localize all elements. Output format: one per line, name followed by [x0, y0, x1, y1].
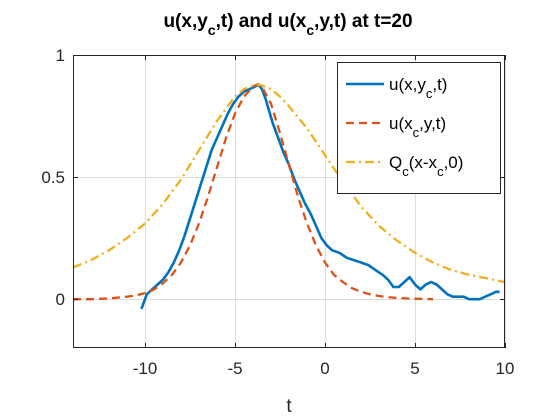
y-tick-label: 0	[56, 290, 65, 309]
legend-label-3: Qc(x-xc,0)	[389, 153, 463, 179]
x-axis-label: t	[286, 396, 292, 417]
x-tick-label: -5	[227, 359, 242, 378]
y-tick-label: 1	[56, 46, 65, 65]
legend-label-2: u(xc,y,t)	[389, 114, 446, 140]
chart-title: u(x,yc,t) and u(xc,y,t) at t=20	[163, 11, 412, 38]
y-tick-labels: 00.51	[41, 46, 65, 309]
x-tick-label: 5	[410, 359, 419, 378]
x-tick-label: 10	[496, 359, 515, 378]
series-line-3	[73, 83, 505, 284]
x-tick-label: -10	[133, 359, 158, 378]
series-lines	[73, 83, 505, 310]
tick-marks	[73, 55, 506, 348]
series-line-2	[73, 83, 434, 301]
legend: u(x,yc,t) u(xc,y,t) Qc(x-xc,0)	[337, 62, 501, 194]
x-tick-labels: -10 -5 0 5 10	[133, 359, 515, 378]
x-tick-label: 0	[320, 359, 329, 378]
y-tick-label: 0.5	[41, 168, 65, 187]
axes-frame	[73, 55, 505, 348]
series-line-1	[140, 83, 500, 310]
legend-label-1: u(x,yc,t)	[389, 75, 447, 101]
